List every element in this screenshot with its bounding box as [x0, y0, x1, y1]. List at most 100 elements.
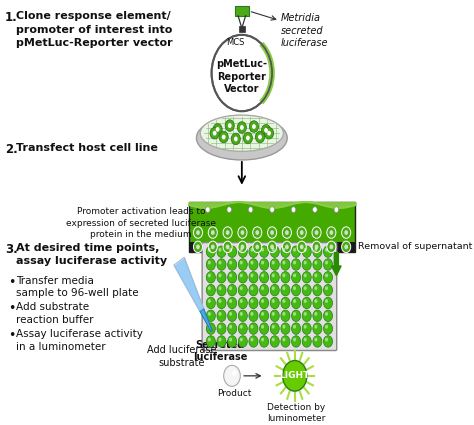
Circle shape	[270, 259, 279, 270]
Circle shape	[283, 325, 285, 329]
Circle shape	[313, 323, 322, 334]
Circle shape	[240, 244, 244, 249]
Circle shape	[334, 207, 338, 212]
Bar	[235, 6, 249, 16]
Circle shape	[238, 272, 247, 283]
Circle shape	[281, 336, 290, 347]
Circle shape	[217, 272, 226, 283]
Circle shape	[250, 325, 254, 329]
Circle shape	[270, 272, 279, 283]
Circle shape	[292, 323, 301, 334]
Circle shape	[249, 272, 258, 283]
Circle shape	[261, 325, 264, 329]
Circle shape	[272, 299, 275, 303]
Circle shape	[323, 310, 333, 322]
Circle shape	[228, 310, 237, 322]
Circle shape	[228, 246, 237, 258]
Circle shape	[206, 297, 215, 309]
Circle shape	[323, 284, 333, 296]
Circle shape	[262, 125, 271, 136]
Circle shape	[302, 336, 311, 347]
Circle shape	[304, 312, 307, 316]
Circle shape	[253, 227, 262, 238]
Circle shape	[344, 244, 348, 249]
Circle shape	[240, 261, 243, 264]
Circle shape	[249, 284, 258, 296]
Circle shape	[270, 323, 279, 334]
Circle shape	[219, 299, 221, 303]
Circle shape	[231, 133, 240, 145]
Circle shape	[250, 337, 254, 341]
Circle shape	[222, 135, 226, 139]
Circle shape	[238, 284, 247, 296]
Circle shape	[291, 207, 296, 212]
Circle shape	[260, 246, 269, 258]
Circle shape	[281, 297, 290, 309]
Circle shape	[208, 248, 211, 252]
Circle shape	[217, 323, 226, 334]
Circle shape	[238, 323, 247, 334]
Circle shape	[249, 259, 258, 270]
Circle shape	[314, 312, 318, 316]
Circle shape	[283, 274, 285, 278]
Circle shape	[232, 370, 237, 376]
Circle shape	[260, 259, 269, 270]
Circle shape	[223, 241, 232, 252]
Circle shape	[293, 325, 296, 329]
Circle shape	[344, 230, 348, 235]
Circle shape	[270, 297, 279, 309]
Circle shape	[228, 323, 237, 334]
Circle shape	[297, 227, 306, 238]
Circle shape	[229, 261, 232, 264]
Circle shape	[302, 259, 311, 270]
Circle shape	[228, 272, 237, 283]
Circle shape	[292, 284, 301, 296]
Circle shape	[304, 261, 307, 264]
Circle shape	[219, 248, 221, 252]
Circle shape	[302, 272, 311, 283]
Circle shape	[270, 284, 279, 296]
Polygon shape	[174, 257, 204, 312]
Circle shape	[270, 230, 274, 235]
Circle shape	[260, 272, 269, 283]
Circle shape	[210, 128, 219, 139]
Circle shape	[325, 312, 328, 316]
FancyBboxPatch shape	[202, 243, 337, 351]
Circle shape	[240, 125, 244, 130]
Circle shape	[297, 241, 306, 252]
Circle shape	[272, 286, 275, 290]
Circle shape	[260, 297, 269, 309]
Circle shape	[272, 312, 275, 316]
Circle shape	[216, 127, 219, 132]
Circle shape	[229, 312, 232, 316]
Bar	[189, 202, 355, 252]
Circle shape	[302, 284, 311, 296]
Circle shape	[302, 310, 311, 322]
Circle shape	[240, 312, 243, 316]
Circle shape	[206, 284, 215, 296]
Text: Add substrate
reaction buffer: Add substrate reaction buffer	[16, 302, 93, 325]
Circle shape	[250, 286, 254, 290]
Circle shape	[272, 325, 275, 329]
Text: Promoter activation leads to
expression of secreted luciferase
protein in the me: Promoter activation leads to expression …	[66, 207, 216, 239]
Circle shape	[206, 310, 215, 322]
Circle shape	[208, 241, 218, 252]
Circle shape	[270, 336, 279, 347]
Polygon shape	[174, 258, 204, 312]
Circle shape	[300, 230, 304, 235]
Circle shape	[206, 336, 215, 347]
Text: Detection by
luminometer: Detection by luminometer	[267, 402, 326, 423]
Polygon shape	[200, 309, 212, 332]
Circle shape	[285, 230, 289, 235]
Circle shape	[255, 244, 259, 249]
Circle shape	[292, 259, 301, 270]
Circle shape	[206, 246, 215, 258]
Circle shape	[193, 241, 202, 252]
Text: 3.: 3.	[5, 243, 18, 256]
Circle shape	[249, 246, 258, 258]
Circle shape	[300, 244, 304, 249]
Circle shape	[283, 360, 307, 391]
Circle shape	[240, 248, 243, 252]
Circle shape	[313, 310, 322, 322]
Circle shape	[238, 227, 247, 238]
